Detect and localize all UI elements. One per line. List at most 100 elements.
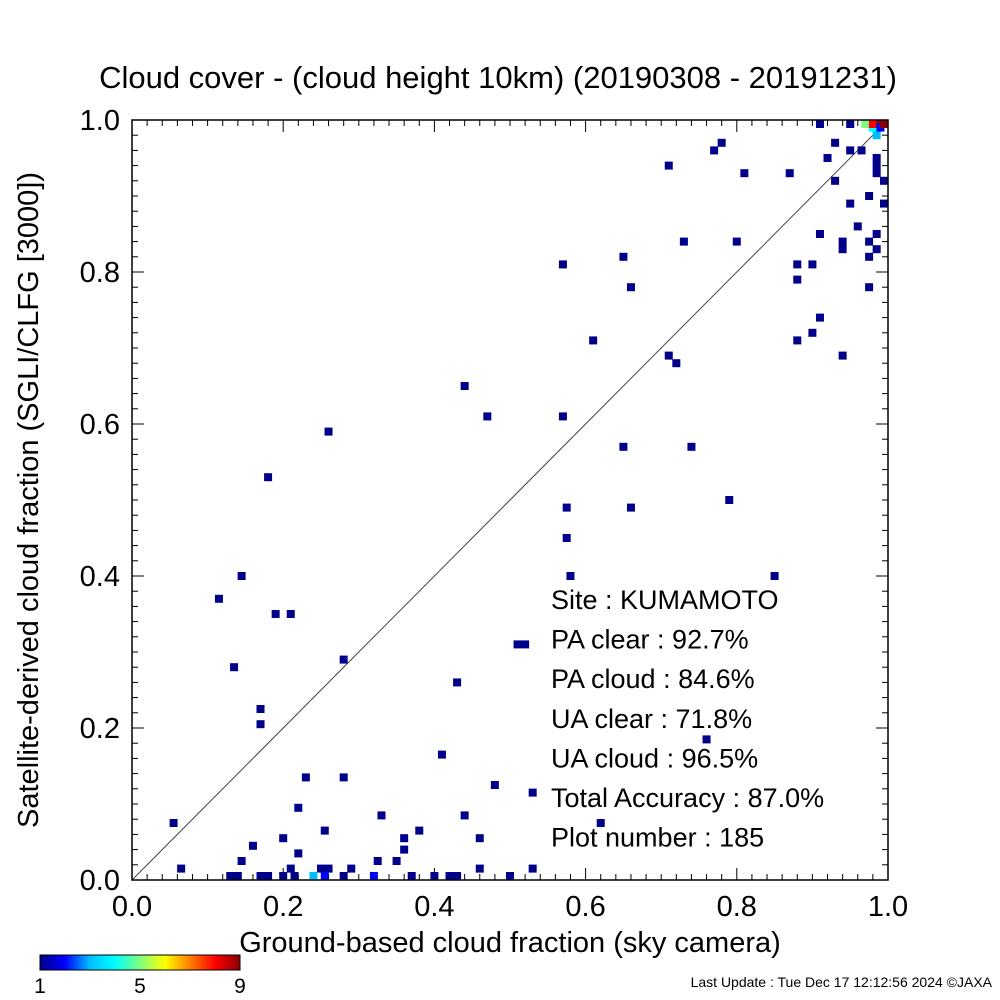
data-point (872, 161, 881, 170)
data-point (865, 237, 874, 246)
stats-line: UA cloud : 96.5% (551, 743, 758, 773)
data-point (872, 169, 881, 178)
data-point (271, 610, 280, 618)
y-tick-label: 1.0 (80, 105, 120, 137)
data-point (793, 260, 802, 269)
data-point (740, 169, 749, 178)
x-tick-label: 0.0 (112, 891, 152, 923)
data-point (865, 192, 874, 200)
data-point (437, 750, 446, 759)
data-point (237, 572, 246, 580)
data-point (233, 872, 242, 880)
data-point (831, 138, 840, 147)
data-point (415, 826, 424, 835)
data-point (838, 351, 847, 360)
data-point (838, 237, 847, 246)
data-point (770, 572, 779, 580)
data-point (373, 857, 382, 865)
data-point (808, 328, 817, 337)
data-point (301, 773, 310, 782)
y-tick-label: 0.6 (80, 409, 120, 441)
stats-line: PA cloud : 84.6% (551, 664, 755, 694)
data-point (248, 841, 257, 850)
data-point (872, 131, 881, 140)
data-points (169, 120, 888, 880)
data-point (320, 826, 329, 835)
data-point (347, 864, 356, 873)
x-tick-label: 1.0 (868, 891, 908, 923)
data-point (256, 872, 265, 880)
data-point (339, 773, 348, 782)
data-point (230, 663, 239, 672)
data-point (558, 412, 567, 421)
data-point (324, 427, 333, 436)
data-point (528, 788, 537, 797)
x-tick-label: 0.8 (717, 891, 757, 923)
data-point (626, 283, 635, 292)
data-point (865, 252, 874, 261)
data-point (475, 834, 484, 843)
data-point (324, 864, 333, 873)
data-point (880, 176, 888, 185)
data-point (279, 872, 288, 880)
stats-line: Total Accuracy : 87.0% (551, 783, 824, 813)
data-point (596, 819, 605, 827)
last-update-text: Last Update : Tue Dec 17 12:12:56 2024 ©… (690, 974, 992, 990)
data-point (294, 849, 303, 858)
y-axis-label: Satellite-derived cloud fraction (SGLI/C… (13, 172, 45, 828)
data-point (815, 313, 824, 322)
data-point (528, 864, 537, 873)
data-point (872, 154, 881, 162)
data-point (475, 864, 484, 873)
data-point (626, 503, 635, 512)
data-point (679, 237, 688, 246)
data-point (861, 120, 870, 128)
data-point (868, 120, 877, 128)
x-tick-label: 0.6 (565, 891, 605, 923)
data-point (392, 857, 401, 865)
colorbar-label: 1 (34, 975, 46, 998)
data-point (377, 811, 386, 820)
chart-title: Cloud cover - (cloud height 10km) (20190… (99, 60, 897, 95)
data-point (562, 503, 571, 512)
data-point (460, 811, 469, 820)
data-point (566, 572, 575, 580)
data-point (521, 640, 530, 649)
data-point (664, 351, 673, 360)
data-point (838, 245, 847, 254)
data-point (823, 154, 832, 162)
colorbar-gradient (39, 954, 241, 971)
x-axis-label: Ground-based cloud fraction (sky camera) (239, 927, 781, 959)
data-point (732, 237, 741, 246)
data-point (785, 169, 794, 178)
data-point (430, 872, 439, 880)
data-point (513, 640, 522, 649)
data-point (846, 120, 855, 128)
data-point (460, 382, 469, 390)
y-tick-label: 0.2 (80, 713, 120, 745)
data-point (339, 872, 348, 880)
data-point (664, 161, 673, 170)
data-point (853, 222, 862, 231)
data-point (309, 872, 318, 880)
data-point (872, 230, 881, 238)
data-point (880, 120, 888, 128)
data-point (214, 594, 223, 603)
data-point (320, 872, 329, 880)
data-point (872, 245, 881, 254)
data-point (400, 845, 409, 854)
data-point (290, 872, 299, 880)
data-point (483, 412, 492, 421)
colorbar: 1 5 9 (34, 954, 246, 998)
data-point (169, 819, 178, 827)
axes: 0.0 0.2 0.4 0.6 0.8 1.0 0.0 0.2 0.4 0.6 0.8 1.0 (80, 105, 908, 923)
data-point (815, 120, 824, 128)
data-point (687, 442, 696, 451)
data-point (286, 864, 295, 873)
data-point (453, 678, 462, 687)
data-point (880, 199, 888, 208)
stats-line: Site : KUMAMOTO (551, 585, 779, 615)
data-point (237, 857, 246, 865)
data-point (793, 336, 802, 345)
